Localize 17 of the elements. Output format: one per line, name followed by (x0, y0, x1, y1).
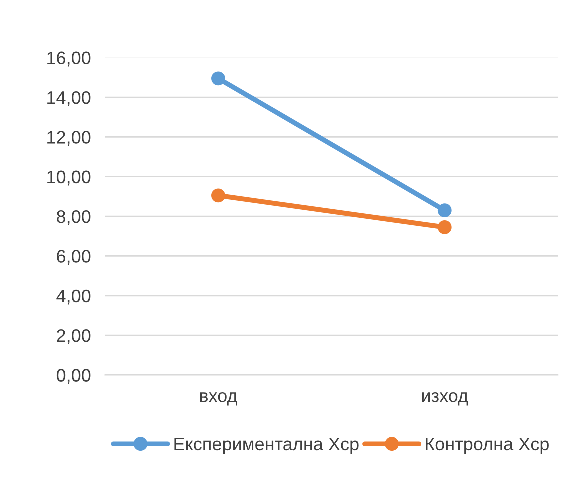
y-tick-label: 2,00 (57, 329, 91, 344)
x-tick-label: вход (200, 392, 238, 406)
y-tick-label: 6,00 (57, 250, 91, 266)
y-tick-label: 8,00 (57, 210, 91, 226)
y-tick-label: 0,00 (56, 369, 91, 384)
y-tick-label: 4,00 (56, 290, 91, 305)
point (212, 72, 226, 86)
y-tick-label: 14,00 (48, 91, 91, 106)
point (438, 204, 452, 218)
legend-label: Контролна Xср (426, 438, 549, 454)
x-tick-label: изход (422, 392, 468, 406)
legend-label: Експериментална Xср (174, 438, 359, 454)
y-tick-label: 16,00 (48, 52, 91, 67)
y-tick-label: 10,00 (48, 170, 91, 186)
point (438, 220, 452, 234)
y-tick-label: 12,00 (48, 131, 91, 146)
point (212, 188, 226, 203)
